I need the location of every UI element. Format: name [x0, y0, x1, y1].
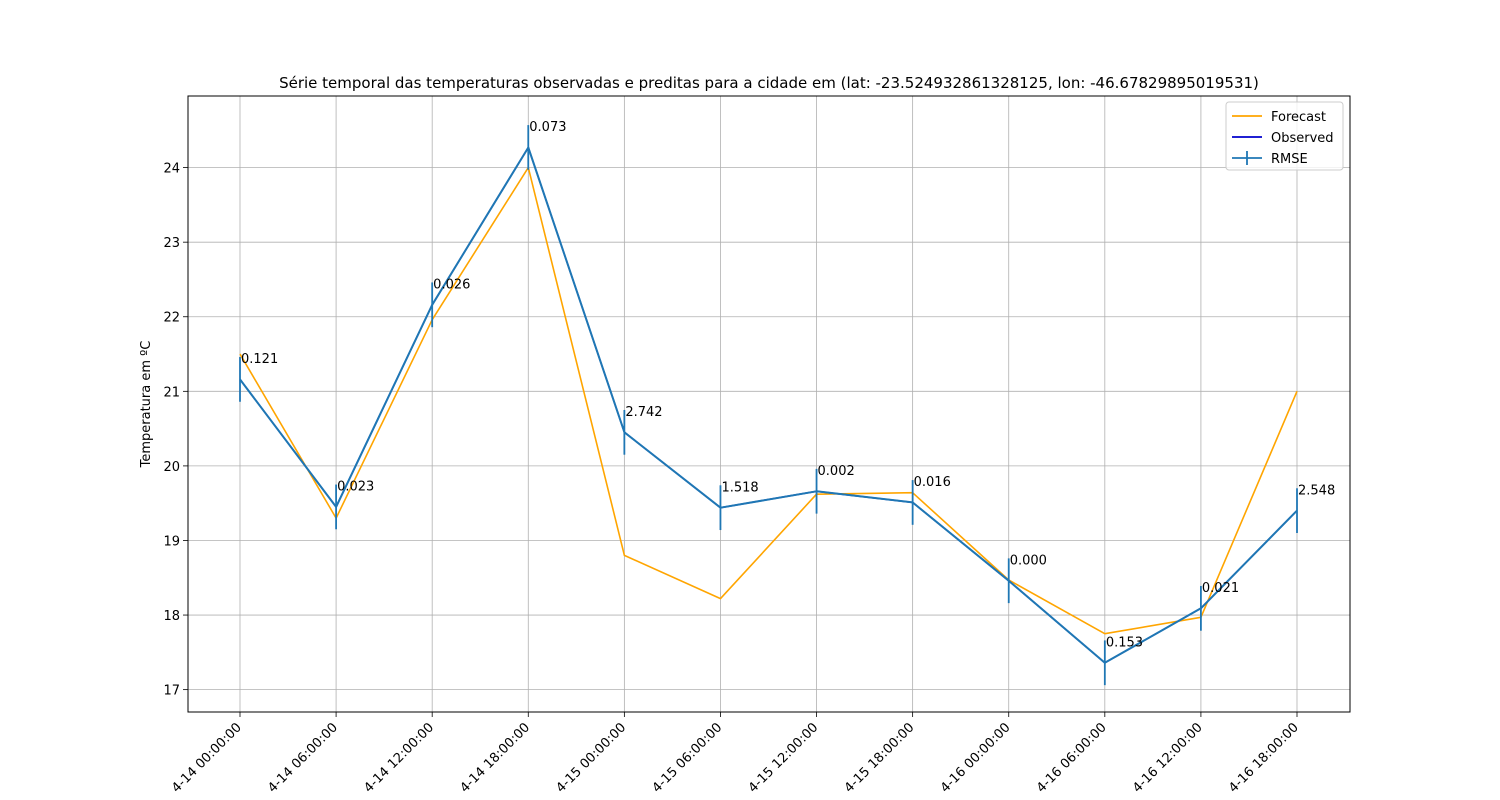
forecast-line	[239, 166, 1298, 635]
rmse-annotation-label: 0.021	[1202, 581, 1239, 596]
grid-lines	[188, 96, 1350, 712]
x-tick-label: 4-14 18:00:00	[457, 720, 533, 796]
forecast-legend-label: Forecast	[1271, 110, 1326, 125]
y-tick-label: 21	[163, 385, 180, 400]
rmse-annotation-label: 0.023	[337, 480, 374, 495]
x-tick-label: 4-14 12:00:00	[361, 720, 437, 796]
rmse-annotation-label: 0.153	[1106, 635, 1143, 650]
axis-ticks: 4-14 00:00:00 4-14 06:00:00 4-14 12:00:00 4…	[163, 162, 1301, 796]
y-tick-label: 19	[163, 534, 180, 549]
error-bars	[239, 125, 1298, 686]
x-tick-label: 4-15 00:00:00	[554, 720, 630, 796]
y-tick-label: 18	[163, 609, 180, 624]
y-tick-label: 22	[163, 311, 180, 326]
y-tick-label: 17	[163, 684, 180, 699]
y-tick-label: 20	[163, 460, 180, 475]
x-tick-label: 4-16 06:00:00	[1034, 720, 1110, 796]
legend-box	[1225, 101, 1344, 171]
y-tick-label: 23	[163, 236, 180, 251]
rmse-legend-label: RMSE	[1271, 152, 1308, 167]
rmse-annotation-label: 0.026	[433, 277, 470, 292]
chart-title: Série temporal das temperaturas observad…	[279, 74, 1259, 92]
plot-frame	[187, 95, 1351, 713]
rmse-annotation-label: 0.000	[1010, 553, 1047, 568]
x-tick-label: 4-15 18:00:00	[842, 720, 918, 796]
x-tick-label: 4-16 00:00:00	[938, 720, 1014, 796]
rmse-annotation-label: 0.073	[529, 120, 566, 135]
rmse-annotation-label: 1.518	[721, 480, 758, 495]
rmse-annotation-label: 0.016	[914, 475, 951, 490]
rmse-annotation-label: 0.002	[818, 464, 855, 479]
rmse-annotation-label: 2.742	[625, 405, 662, 420]
rmse-line	[239, 146, 1298, 664]
series-lines	[239, 146, 1298, 664]
x-tick-label: 4-15 06:00:00	[650, 720, 726, 796]
observed-line	[239, 146, 1298, 664]
observed-legend-label: Observed	[1271, 131, 1334, 146]
rmse-annotation-label: 0.121	[241, 352, 278, 367]
y-tick-label: 24	[163, 162, 180, 177]
x-tick-label: 4-16 12:00:00	[1130, 720, 1206, 796]
x-tick-label: 4-14 06:00:00	[265, 720, 341, 796]
x-tick-label: 4-14 00:00:00	[169, 720, 245, 796]
rmse-annotations: 0.121 0.023 0.026 0.073 2.742 1.518 0.002 0.016…	[241, 120, 1335, 650]
legend: Forecast Observed RMSE	[1225, 101, 1344, 171]
y-axis-label: Temperatura em ºC	[139, 341, 154, 469]
x-tick-label: 4-15 12:00:00	[746, 720, 822, 796]
x-tick-label: 4-16 18:00:00	[1226, 720, 1302, 796]
rmse-annotation-label: 2.548	[1298, 483, 1335, 498]
